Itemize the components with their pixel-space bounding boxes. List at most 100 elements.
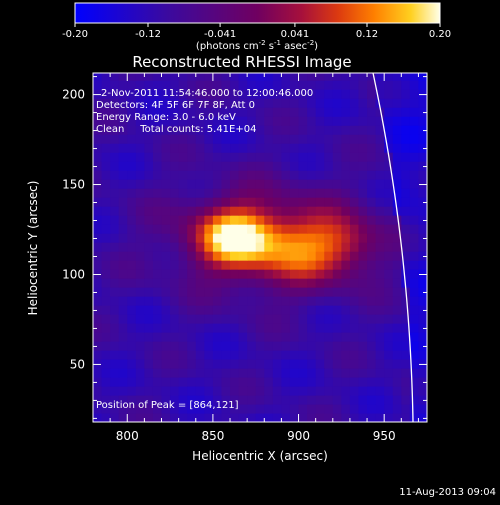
heatmap-cell — [152, 125, 163, 135]
heatmap-cell — [238, 89, 248, 99]
heatmap-cell — [204, 260, 214, 270]
heatmap-cell — [255, 251, 265, 261]
heatmap-cell — [221, 125, 231, 135]
heatmap-cell — [418, 215, 427, 225]
heatmap-cell — [187, 305, 197, 315]
heatmap-cell — [144, 143, 154, 153]
heatmap-cell — [272, 89, 283, 99]
heatmap-cell — [144, 287, 154, 297]
heatmap-cell — [367, 125, 377, 135]
heatmap-cell — [315, 107, 325, 117]
heatmap-cell — [195, 260, 205, 270]
heatmap-cell — [110, 251, 120, 261]
heatmap-cell — [118, 314, 128, 324]
heatmap-cell — [101, 251, 111, 261]
heatmap-cell — [135, 341, 145, 351]
heatmap-cell — [247, 296, 257, 306]
heatmap-cell — [384, 251, 394, 261]
heatmap-cell — [349, 233, 360, 243]
heatmap-cell — [255, 89, 265, 99]
heatmap-cell — [118, 179, 128, 189]
heatmap-cell — [384, 269, 394, 279]
heatmap-cell — [367, 323, 377, 333]
heatmap-cell — [392, 188, 402, 198]
heatmap-cell — [358, 98, 368, 108]
heatmap-cell — [281, 368, 291, 378]
heatmap-cell — [170, 287, 180, 297]
heatmap-cell — [238, 80, 248, 90]
heatmap-cell — [315, 188, 325, 198]
heatmap-cell — [281, 73, 291, 81]
heatmap-cell — [152, 278, 163, 288]
heatmap-cell — [135, 134, 145, 144]
heatmap-cell — [187, 188, 197, 198]
heatmap-cell — [127, 413, 137, 422]
heatmap-cell — [409, 80, 420, 90]
heatmap-cell — [272, 413, 283, 422]
heatmap-cell — [409, 359, 420, 369]
heatmap-cell — [127, 206, 137, 216]
heatmap-cell — [118, 296, 128, 306]
heatmap-cell — [375, 206, 385, 216]
heatmap-cell — [187, 152, 197, 162]
heatmap-cell — [324, 134, 334, 144]
heatmap-cell — [238, 260, 248, 270]
heatmap-cell — [349, 170, 360, 180]
heatmap-cell — [187, 206, 197, 216]
heatmap-cell — [135, 332, 145, 342]
heatmap-cell — [324, 152, 334, 162]
heatmap-cell — [187, 251, 197, 261]
heatmap-cell — [212, 73, 223, 81]
heatmap-cell — [384, 413, 394, 422]
heatmap-cell — [161, 125, 171, 135]
heatmap-cell — [101, 143, 111, 153]
heatmap-cell — [401, 179, 411, 189]
heatmap-cell — [247, 251, 257, 261]
heatmap-cell — [367, 98, 377, 108]
heatmap-cell — [187, 395, 197, 405]
heatmap-cell — [135, 242, 145, 252]
heatmap-cell — [315, 98, 325, 108]
heatmap-cell — [307, 404, 317, 414]
heatmap-cell — [255, 80, 265, 90]
heatmap-cell — [204, 305, 214, 315]
heatmap-cell — [101, 188, 111, 198]
heatmap-cell — [230, 359, 240, 369]
heatmap-cell — [367, 107, 377, 117]
heatmap-cell — [204, 152, 214, 162]
heatmap-cell — [178, 197, 188, 207]
heatmap-cell — [204, 278, 214, 288]
heatmap-cell — [101, 368, 111, 378]
heatmap-cell — [375, 305, 385, 315]
heatmap-cell — [170, 188, 180, 198]
heatmap-cell — [144, 80, 154, 90]
heatmap-cell — [409, 269, 420, 279]
heatmap-cell — [289, 305, 300, 315]
heatmap-cell — [324, 368, 334, 378]
heatmap-cell — [375, 170, 385, 180]
heatmap-cell — [264, 179, 274, 189]
heatmap-cell — [170, 269, 180, 279]
heatmap-cell — [418, 350, 427, 360]
heatmap-cell — [93, 73, 103, 81]
heatmap-cell — [281, 332, 291, 342]
heatmap-cell — [384, 359, 394, 369]
heatmap-cell — [135, 278, 145, 288]
heatmap-cell — [409, 107, 420, 117]
colorbar-tick-label: -0.041 — [204, 29, 236, 40]
heatmap-cell — [375, 73, 385, 81]
heatmap-cell — [289, 386, 300, 396]
heatmap-cell — [409, 251, 420, 261]
heatmap-cell — [152, 251, 163, 261]
heatmap-cell — [195, 332, 205, 342]
heatmap-cell — [187, 296, 197, 306]
heatmap-cell — [324, 341, 334, 351]
heatmap-cell — [110, 116, 120, 126]
heatmap-cell — [375, 278, 385, 288]
heatmap-cell — [375, 395, 385, 405]
heatmap-cell — [161, 395, 171, 405]
heatmap-cell — [298, 314, 308, 324]
heatmap-cell — [170, 134, 180, 144]
heatmap-cell — [212, 116, 223, 126]
